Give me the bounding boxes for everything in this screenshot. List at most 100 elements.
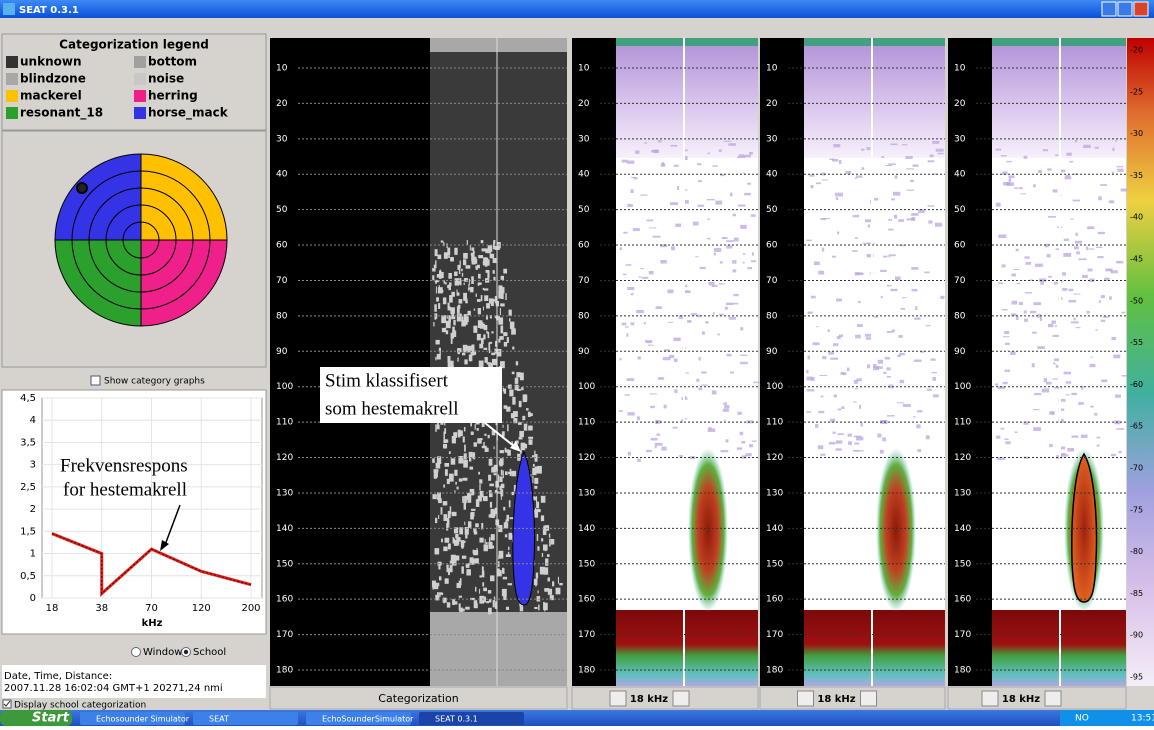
speck xyxy=(484,539,486,546)
speck xyxy=(482,287,485,291)
plankton xyxy=(683,200,689,204)
speck xyxy=(464,444,466,452)
next-button[interactable] xyxy=(1044,690,1062,707)
speck xyxy=(509,318,511,322)
plankton xyxy=(1034,392,1042,396)
plankton xyxy=(859,272,864,275)
speck xyxy=(500,495,502,500)
task-button[interactable] xyxy=(80,712,185,725)
plankton xyxy=(1078,258,1087,261)
plankton xyxy=(866,242,875,244)
plankton xyxy=(895,276,901,280)
plankton xyxy=(1053,362,1056,365)
speck xyxy=(489,501,493,508)
speck xyxy=(461,320,466,327)
plankton xyxy=(655,306,662,310)
close-button[interactable] xyxy=(1133,1,1149,17)
y-tick-label: 1 xyxy=(30,549,36,560)
speck xyxy=(461,608,465,612)
depth-label: 110 xyxy=(276,418,293,428)
speck xyxy=(543,601,545,610)
plankton xyxy=(737,411,742,415)
plankton xyxy=(1004,369,1011,372)
speck xyxy=(434,314,437,320)
speck xyxy=(536,534,539,541)
maximize-button[interactable] xyxy=(1117,1,1133,17)
plankton xyxy=(650,437,658,441)
speck xyxy=(502,576,508,580)
speck xyxy=(535,572,539,579)
plankton xyxy=(691,313,697,316)
plankton xyxy=(867,224,870,228)
plankton xyxy=(865,333,872,337)
speck xyxy=(488,474,492,481)
depth-label: 160 xyxy=(578,595,595,605)
speck xyxy=(447,247,451,256)
y-tick-label: 2,5 xyxy=(20,482,36,493)
plankton xyxy=(1038,169,1042,173)
speck xyxy=(437,492,441,501)
plankton xyxy=(932,377,936,381)
speck xyxy=(464,521,466,526)
plankton xyxy=(821,179,828,181)
speck xyxy=(433,322,435,327)
plankton xyxy=(909,179,914,183)
plankton xyxy=(883,255,888,258)
prev-button[interactable] xyxy=(609,690,627,707)
plankton xyxy=(1099,184,1107,186)
speck xyxy=(443,514,448,521)
speck xyxy=(508,500,511,508)
depth-label: 30 xyxy=(578,134,590,144)
show-graphs-checkbox[interactable] xyxy=(90,375,101,386)
plankton xyxy=(637,356,641,360)
plankton xyxy=(937,152,944,155)
task-button[interactable] xyxy=(193,712,298,725)
next-button[interactable] xyxy=(672,690,690,707)
plankton xyxy=(827,329,830,332)
start-button[interactable] xyxy=(0,710,72,726)
speck xyxy=(518,400,522,408)
prev-button[interactable] xyxy=(797,690,814,707)
speck xyxy=(518,422,522,425)
echogram-annotation: som hestemakrell xyxy=(325,398,459,419)
speck xyxy=(479,490,484,498)
radio-button[interactable] xyxy=(131,647,141,657)
plankton xyxy=(707,428,716,432)
speck xyxy=(498,524,503,533)
radio-label: School xyxy=(193,647,226,658)
speck xyxy=(491,299,496,302)
speck xyxy=(468,457,472,462)
plankton xyxy=(1063,371,1072,375)
task-button[interactable] xyxy=(306,712,411,725)
plankton xyxy=(701,384,708,386)
task-button[interactable] xyxy=(419,712,524,725)
plankton xyxy=(1005,342,1010,345)
speck xyxy=(534,485,538,489)
speck xyxy=(475,293,477,297)
plankton xyxy=(740,361,748,365)
speck xyxy=(476,333,481,341)
speck xyxy=(452,537,454,544)
speck xyxy=(471,255,475,262)
plankton xyxy=(806,369,809,374)
prev-button[interactable] xyxy=(981,690,999,707)
speck xyxy=(446,523,449,531)
speck xyxy=(500,325,504,334)
plankton xyxy=(680,419,685,423)
plankton xyxy=(841,406,845,409)
speck xyxy=(484,357,488,363)
speck xyxy=(488,342,491,351)
speck xyxy=(432,275,435,281)
speck xyxy=(505,293,507,300)
plankton xyxy=(740,224,747,229)
plankton xyxy=(1014,431,1018,433)
next-button[interactable] xyxy=(860,690,877,707)
speck xyxy=(499,450,505,454)
plankton xyxy=(1037,313,1042,318)
minimize-button[interactable] xyxy=(1101,1,1117,17)
speck xyxy=(535,511,537,517)
plankton xyxy=(855,175,863,178)
plankton xyxy=(742,172,746,174)
start-label: Start xyxy=(32,711,70,726)
plankton xyxy=(708,281,715,286)
